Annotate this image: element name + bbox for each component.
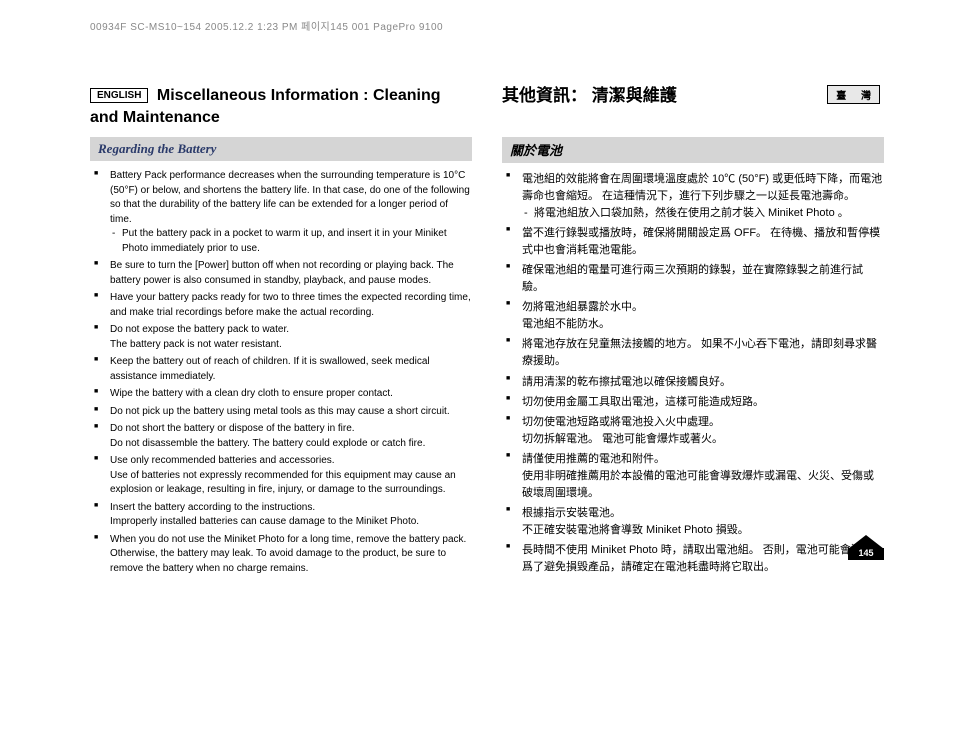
list-item-text: 切勿使電池短路或將電池投入火中處理。 — [522, 416, 720, 428]
list-sub-item: 將電池組放入口袋加熱，然後在使用之前才裝入 Miniket Photo 。 — [522, 205, 884, 222]
page-number-badge: 145 — [848, 535, 884, 559]
list-item: Do not pick up the battery using metal t… — [94, 405, 472, 420]
list-item: Have your battery packs ready for two to… — [94, 291, 472, 320]
print-header: 00934F SC-MS10~154 2005.12.2 1:23 PM 페이지… — [90, 18, 443, 33]
list-item-continuation: The battery pack is not water resistant. — [110, 338, 472, 353]
title-row-right: 臺 灣 其他資訊： 清潔與維護 — [502, 85, 884, 129]
bullet-list-en: Battery Pack performance decreases when … — [90, 169, 472, 576]
list-item-text: 請僅使用推薦的電池和附件。 — [522, 453, 665, 465]
list-item: 切勿使用金屬工具取出電池，這樣可能造成短路。 — [506, 394, 884, 411]
list-item-continuation: 不正確安裝電池將會導致 Miniket Photo 損毀。 — [522, 522, 884, 539]
list-item-text: Be sure to turn the [Power] button off w… — [110, 260, 454, 286]
list-item: Keep the battery out of reach of childre… — [94, 355, 472, 384]
list-item: Battery Pack performance decreases when … — [94, 169, 472, 256]
page-number-triangle — [848, 535, 884, 549]
list-item: 勿將電池組暴露於水中。電池組不能防水。 — [506, 299, 884, 333]
list-item-text: 電池組的效能將會在周圍環境溫度處於 10℃ (50°F) 或更低時下降，而電池壽… — [522, 173, 882, 202]
list-item: Insert the battery according to the inst… — [94, 501, 472, 530]
page-number-text: 145 — [848, 548, 884, 558]
lang-badge-taiwan: 臺 灣 — [827, 85, 880, 104]
list-item-text: 長時間不使用 Miniket Photo 時，請取出電池組。 否則，電池可能會漏… — [522, 544, 884, 573]
list-item: 當不進行錄製或播放時，確保將開關設定爲 OFF。 在待機、播放和暫停模式中也會消… — [506, 225, 884, 259]
list-sub-item: Put the battery pack in a pocket to warm… — [110, 227, 472, 256]
list-item-continuation: Do not disassemble the battery. The batt… — [110, 437, 472, 452]
section-bar-right: 關於電池 — [502, 137, 884, 163]
list-item-continuation: 使用非明確推薦用於本設備的電池可能會導致爆炸或漏電、火災、受傷或破壞周圍環境。 — [522, 468, 884, 502]
list-item-text: Keep the battery out of reach of childre… — [110, 356, 430, 382]
section-bar-left: Regarding the Battery — [90, 137, 472, 161]
list-item: Be sure to turn the [Power] button off w… — [94, 259, 472, 288]
list-item: When you do not use the Miniket Photo fo… — [94, 533, 472, 577]
list-item: 切勿使電池短路或將電池投入火中處理。切勿拆解電池。 電池可能會爆炸或著火。 — [506, 414, 884, 448]
list-item: 根據指示安裝電池。不正確安裝電池將會導致 Miniket Photo 損毀。 — [506, 505, 884, 539]
list-item-text: Have your battery packs ready for two to… — [110, 292, 471, 318]
list-item-text: 根據指示安裝電池。 — [522, 507, 621, 519]
right-column: 臺 灣 其他資訊： 清潔與維護 關於電池 電池組的效能將會在周圍環境溫度處於 1… — [502, 85, 884, 579]
list-item-text: Use only recommended batteries and acces… — [110, 455, 335, 466]
list-item-text: Wipe the battery with a clean dry cloth … — [110, 388, 393, 399]
section-heading-cn: 關於電池 — [510, 143, 562, 158]
list-item: 將電池存放在兒童無法接觸的地方。 如果不小心吞下電池，請即刻尋求醫療援助。 — [506, 336, 884, 370]
list-item-text: When you do not use the Miniket Photo fo… — [110, 534, 466, 574]
list-item-continuation: 電池組不能防水。 — [522, 316, 884, 333]
list-item: Wipe the battery with a clean dry cloth … — [94, 387, 472, 402]
list-item: 請僅使用推薦的電池和附件。使用非明確推薦用於本設備的電池可能會導致爆炸或漏電、火… — [506, 451, 884, 502]
list-item-continuation: 切勿拆解電池。 電池可能會爆炸或著火。 — [522, 431, 884, 448]
list-item-text: 切勿使用金屬工具取出電池，這樣可能造成短路。 — [522, 396, 764, 408]
list-item-text: 請用清潔的乾布擦拭電池以確保接觸良好。 — [522, 376, 731, 388]
list-item-text: Do not expose the battery pack to water. — [110, 324, 289, 335]
list-item-text: Do not short the battery or dispose of t… — [110, 423, 355, 434]
list-item: 請用清潔的乾布擦拭電池以確保接觸良好。 — [506, 374, 884, 391]
title-row-left: ENGLISH Miscellaneous Information : Clea… — [90, 85, 472, 129]
two-column-layout: ENGLISH Miscellaneous Information : Clea… — [90, 85, 884, 579]
list-item: 長時間不使用 Miniket Photo 時，請取出電池組。 否則，電池可能會漏… — [506, 542, 884, 576]
section-heading-en: Regarding the Battery — [98, 141, 216, 156]
list-item: 確保電池組的電量可進行兩三次預期的錄製，並在實際錄製之前進行試驗。 — [506, 262, 884, 296]
list-item: Use only recommended batteries and acces… — [94, 454, 472, 498]
list-item-text: 確保電池組的電量可進行兩三次預期的錄製，並在實際錄製之前進行試驗。 — [522, 264, 863, 293]
list-item-text: 將電池存放在兒童無法接觸的地方。 如果不小心吞下電池，請即刻尋求醫療援助。 — [522, 338, 877, 367]
list-item: 電池組的效能將會在周圍環境溫度處於 10℃ (50°F) 或更低時下降，而電池壽… — [506, 171, 884, 222]
left-column: ENGLISH Miscellaneous Information : Clea… — [90, 85, 472, 579]
list-item: Do not expose the battery pack to water.… — [94, 323, 472, 352]
list-item-text: 當不進行錄製或播放時，確保將開關設定爲 OFF。 在待機、播放和暫停模式中也會消… — [522, 227, 880, 256]
bullet-list-cn: 電池組的效能將會在周圍環境溫度處於 10℃ (50°F) 或更低時下降，而電池壽… — [502, 171, 884, 576]
list-item-text: Do not pick up the battery using metal t… — [110, 406, 450, 417]
main-title-cn: 其他資訊： 清潔與維護 — [502, 85, 677, 108]
list-item-text: Battery Pack performance decreases when … — [110, 170, 470, 225]
list-item-text: Insert the battery according to the inst… — [110, 502, 315, 513]
list-item-continuation: Use of batteries not expressly recommend… — [110, 469, 472, 498]
lang-badge-english: ENGLISH — [90, 88, 148, 103]
list-item: Do not short the battery or dispose of t… — [94, 422, 472, 451]
list-item-text: 勿將電池組暴露於水中。 — [522, 301, 643, 313]
list-item-continuation: Improperly installed batteries can cause… — [110, 515, 472, 530]
